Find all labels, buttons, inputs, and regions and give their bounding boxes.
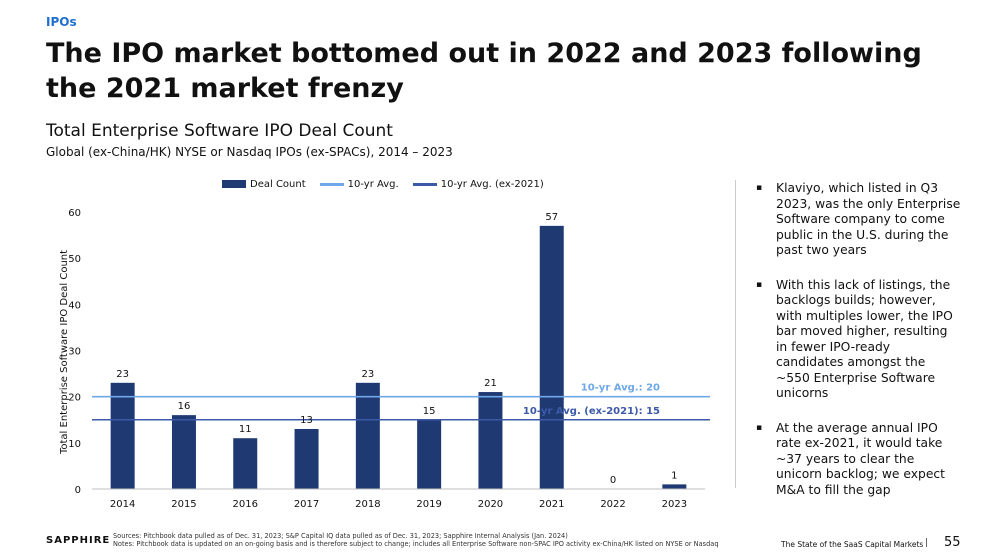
x-tick-label: 2020 bbox=[478, 499, 503, 510]
x-axis-ticks: 2014 2015 2016 2017 2018 2019 2020 2021 2022 2023 bbox=[92, 488, 705, 510]
legend-item-10yr-avg: 10-yr Avg. bbox=[319, 178, 399, 190]
chart-title: Total Enterprise Software IPO Deal Count bbox=[46, 121, 393, 141]
y-tick-label: 0 bbox=[75, 485, 81, 496]
footer-notes-line: Notes: Pitchbook data is updated on an o… bbox=[113, 540, 719, 548]
page-title: The IPO market bottomed out in 2022 and … bbox=[46, 38, 922, 104]
y-tick-label: 30 bbox=[68, 347, 81, 358]
y-tick-label: 40 bbox=[68, 300, 81, 311]
y-tick-label: 20 bbox=[68, 393, 81, 404]
y-axis-label: Total Enterprise Software IPO Deal Count bbox=[59, 250, 70, 455]
bullet-text: At the average annual IPO rate ex-2021, … bbox=[776, 420, 945, 497]
x-tick-label: 2016 bbox=[233, 499, 258, 510]
section-tag: IPOs bbox=[46, 15, 77, 29]
data-label-2016: 11 bbox=[239, 424, 252, 435]
reference-line-label: 10-yr Avg.: 20 bbox=[581, 383, 660, 394]
x-tick-label: 2018 bbox=[355, 499, 380, 510]
legend-item-deal-count: Deal Count bbox=[222, 179, 306, 190]
bullet-item: ▪ Klaviyo, which listed in Q3 2023, was … bbox=[756, 181, 961, 259]
chart-legend: Deal Count 10-yr Avg. 10-yr Avg. (ex-202… bbox=[222, 176, 558, 192]
x-tick-label: 2022 bbox=[600, 499, 625, 510]
bar-2023 bbox=[662, 484, 687, 489]
bullet-item: ▪ With this lack of listings, the backlo… bbox=[756, 278, 961, 402]
legend-label-deal-count: Deal Count bbox=[250, 178, 306, 190]
legend-swatch-10yr-avg bbox=[319, 182, 344, 186]
divider bbox=[735, 180, 736, 488]
bullet-text: With this lack of listings, the backlogs… bbox=[776, 277, 953, 401]
bullet-text: Klaviyo, which listed in Q3 2023, was th… bbox=[776, 181, 961, 257]
y-tick-label: 60 bbox=[68, 208, 81, 219]
bar-2019 bbox=[417, 419, 442, 489]
bar-2021 bbox=[539, 225, 564, 489]
legend-label-10yr-avg-ex-2021: 10-yr Avg. (ex-2021) bbox=[440, 178, 544, 190]
x-tick-label: 2015 bbox=[171, 499, 196, 510]
x-tick-label: 2014 bbox=[110, 499, 135, 510]
reference-line-label: 10-yr Avg. (ex-2021): 15 bbox=[523, 406, 660, 417]
x-tick-label: 2023 bbox=[662, 499, 687, 510]
bullet-marker: ▪ bbox=[756, 422, 763, 433]
chart-subtitle: Global (ex-China/HK) NYSE or Nasdaq IPOs… bbox=[46, 145, 453, 159]
footer-sources-line: Sources: Pitchbook data pulled as of Dec… bbox=[113, 532, 568, 540]
legend-label-10yr-avg: 10-yr Avg. bbox=[347, 178, 399, 190]
bar-2016 bbox=[233, 438, 258, 489]
page-number: 55 bbox=[944, 535, 961, 550]
y-tick-label: 50 bbox=[68, 254, 81, 265]
data-label-2021: 57 bbox=[545, 212, 558, 223]
y-axis-ticks: 0 10 20 30 40 50 60 bbox=[68, 208, 81, 496]
bar-2015 bbox=[171, 415, 196, 489]
x-tick-label: 2021 bbox=[539, 499, 564, 510]
x-tick-label: 2019 bbox=[416, 499, 441, 510]
data-label-2023: 1 bbox=[671, 470, 677, 481]
bar-2014 bbox=[110, 382, 135, 489]
data-label-2020: 21 bbox=[484, 378, 497, 389]
data-label-2015: 16 bbox=[178, 401, 191, 412]
bar-2018 bbox=[355, 382, 380, 489]
bullet-marker: ▪ bbox=[756, 279, 763, 290]
legend-swatch-10yr-avg-ex-2021 bbox=[412, 182, 437, 186]
legend-item-10yr-avg-ex-2021: 10-yr Avg. (ex-2021) bbox=[412, 178, 544, 190]
footer-separator: | bbox=[925, 538, 929, 548]
data-label-2014: 23 bbox=[116, 369, 129, 380]
bullet-marker: ▪ bbox=[756, 183, 763, 193]
y-tick-label: 10 bbox=[68, 439, 81, 450]
reference-lines: 10-yr Avg.: 20 10-yr Avg. (ex-2021): 15 bbox=[92, 383, 710, 421]
bars bbox=[110, 225, 687, 489]
bar-2017 bbox=[294, 428, 319, 489]
data-label-2018: 23 bbox=[361, 369, 374, 380]
x-tick-label: 2017 bbox=[294, 499, 319, 510]
report-title: The State of the SaaS Capital Markets bbox=[781, 540, 924, 549]
bullet-item: ▪ At the average annual IPO rate ex-2021… bbox=[756, 421, 961, 499]
footer-sources: Sources: Pitchbook data pulled as of Dec… bbox=[113, 532, 753, 548]
data-label-2017: 13 bbox=[300, 415, 313, 426]
legend-swatch-deal-count bbox=[222, 180, 246, 188]
data-labels: 23 16 11 13 23 15 21 57 0 1 bbox=[116, 212, 677, 486]
sapphire-logo: SAPPHIRE bbox=[46, 535, 111, 546]
data-label-2019: 15 bbox=[423, 406, 436, 417]
bullet-list: ▪ Klaviyo, which listed in Q3 2023, was … bbox=[756, 181, 961, 517]
bar-2020 bbox=[478, 392, 503, 489]
data-label-2022: 0 bbox=[610, 475, 616, 486]
